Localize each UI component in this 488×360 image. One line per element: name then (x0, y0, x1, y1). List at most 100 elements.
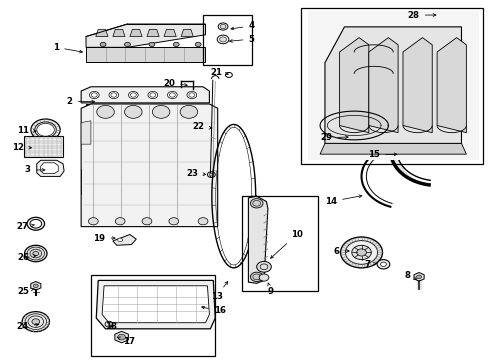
Text: 14: 14 (325, 195, 361, 206)
Circle shape (128, 91, 138, 99)
Text: 2: 2 (67, 96, 94, 105)
Bar (203, 15, 251, 65)
Bar (24, 136, 63, 157)
Circle shape (186, 91, 196, 99)
Circle shape (198, 218, 207, 225)
Text: 24: 24 (17, 322, 39, 331)
Polygon shape (37, 160, 64, 176)
Text: 4: 4 (230, 21, 254, 30)
Polygon shape (181, 30, 193, 37)
Circle shape (142, 218, 152, 225)
Circle shape (27, 217, 44, 230)
Bar (242, 196, 317, 291)
Circle shape (148, 91, 158, 99)
Polygon shape (81, 121, 91, 144)
Text: 25: 25 (17, 287, 35, 296)
Circle shape (195, 42, 201, 46)
Text: 13: 13 (210, 282, 227, 301)
Text: 7: 7 (364, 260, 376, 269)
Text: 15: 15 (367, 150, 396, 159)
Circle shape (35, 122, 56, 138)
Polygon shape (413, 273, 423, 281)
Circle shape (256, 261, 271, 272)
Circle shape (109, 91, 119, 99)
Text: 18: 18 (105, 322, 117, 331)
Text: 10: 10 (270, 230, 302, 258)
Text: 9: 9 (267, 283, 273, 296)
Text: 29: 29 (320, 133, 347, 142)
Text: 21: 21 (210, 68, 228, 77)
Circle shape (124, 42, 130, 46)
Circle shape (118, 334, 125, 340)
Bar (307, 11, 478, 159)
Polygon shape (436, 38, 466, 133)
Circle shape (173, 42, 179, 46)
Circle shape (416, 275, 421, 279)
Circle shape (33, 284, 38, 288)
Text: 26: 26 (17, 253, 36, 262)
Circle shape (100, 42, 106, 46)
Circle shape (149, 42, 155, 46)
Circle shape (168, 218, 178, 225)
Circle shape (24, 245, 47, 262)
Polygon shape (130, 30, 142, 37)
Circle shape (380, 262, 386, 266)
Circle shape (340, 237, 382, 268)
Polygon shape (31, 282, 41, 290)
Circle shape (356, 249, 366, 256)
Text: 20: 20 (163, 79, 187, 88)
Circle shape (32, 319, 40, 324)
Text: 28: 28 (407, 10, 435, 19)
Circle shape (31, 119, 60, 140)
Text: 3: 3 (25, 166, 45, 175)
Circle shape (30, 220, 41, 228)
Circle shape (376, 260, 389, 269)
Text: 1: 1 (53, 43, 82, 53)
Circle shape (250, 199, 263, 208)
Polygon shape (147, 30, 159, 37)
Circle shape (89, 91, 99, 99)
Text: 22: 22 (192, 122, 211, 131)
Circle shape (219, 37, 226, 42)
Polygon shape (325, 27, 461, 143)
Text: 16: 16 (202, 306, 225, 315)
Text: 19: 19 (93, 234, 115, 243)
Polygon shape (368, 38, 397, 133)
Text: 8: 8 (404, 271, 416, 280)
Polygon shape (248, 196, 267, 283)
Polygon shape (163, 30, 176, 37)
Circle shape (152, 105, 169, 118)
Text: 6: 6 (333, 247, 348, 256)
Bar (300, 8, 483, 164)
Circle shape (118, 238, 122, 242)
Polygon shape (402, 38, 431, 133)
Polygon shape (113, 234, 136, 245)
Polygon shape (96, 30, 108, 37)
Polygon shape (86, 24, 205, 47)
Text: 23: 23 (186, 169, 205, 178)
Text: 27: 27 (17, 222, 35, 231)
Polygon shape (86, 47, 205, 62)
Bar (91, 275, 215, 356)
Polygon shape (339, 38, 368, 133)
Circle shape (220, 24, 225, 29)
Circle shape (33, 251, 39, 256)
Circle shape (124, 105, 142, 118)
Circle shape (88, 218, 98, 225)
Circle shape (180, 105, 197, 118)
Polygon shape (115, 331, 128, 343)
Circle shape (250, 272, 263, 282)
Polygon shape (320, 143, 466, 154)
Polygon shape (102, 286, 209, 323)
Text: 17: 17 (117, 337, 135, 346)
Circle shape (115, 218, 125, 225)
Circle shape (209, 173, 213, 176)
Circle shape (97, 105, 114, 118)
Text: 5: 5 (229, 35, 254, 44)
Circle shape (259, 274, 268, 281)
Circle shape (167, 91, 177, 99)
Text: 12: 12 (12, 143, 31, 152)
Circle shape (351, 245, 370, 260)
Polygon shape (81, 87, 209, 103)
Circle shape (22, 312, 49, 332)
